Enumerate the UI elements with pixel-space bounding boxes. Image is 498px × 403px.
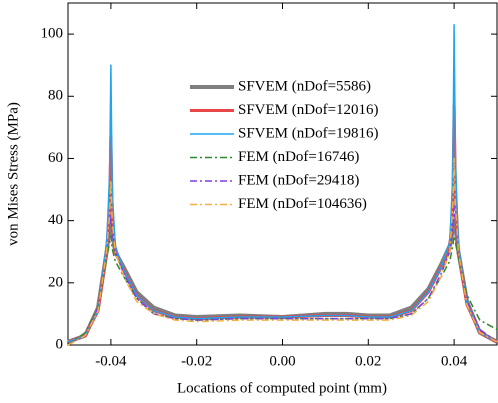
legend-label: FEM (nDof=29418): [238, 172, 359, 188]
x-tick-label: 0.02: [355, 353, 381, 369]
y-tick-label: 60: [48, 150, 63, 166]
y-tick-label: 100: [41, 26, 64, 42]
y-tick-label: 0: [56, 336, 64, 352]
x-axis-label: Locations of computed point (mm): [177, 380, 387, 396]
series-line: [67, 235, 498, 346]
series-line: [67, 24, 498, 343]
series-line: [67, 157, 498, 346]
legend-label: SFVEM (nDof=12016): [238, 102, 379, 118]
legend-label: SFVEM (nDof=19816): [238, 125, 379, 141]
y-tick-label: 40: [48, 212, 63, 228]
x-tick-label: -0.04: [95, 353, 127, 369]
x-tick-label: 0.00: [269, 353, 295, 369]
legend-label: FEM (nDof=104636): [238, 196, 367, 212]
series-line: [67, 204, 498, 346]
legend-label: FEM (nDof=16746): [238, 149, 359, 165]
x-tick-label: -0.02: [181, 353, 212, 369]
y-tick-label: 80: [48, 88, 63, 104]
y-tick-label: 20: [48, 274, 63, 290]
legend-label: SFVEM (nDof=5586): [238, 78, 371, 94]
x-tick-label: 0.04: [441, 353, 468, 369]
y-axis-label: von Mises Stress (MPa): [5, 102, 21, 246]
